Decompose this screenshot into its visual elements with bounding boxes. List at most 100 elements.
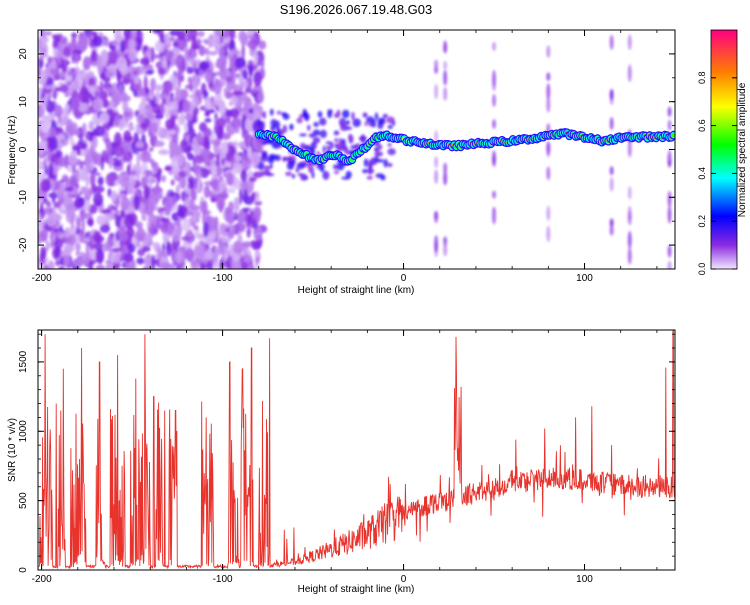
noise-blob — [89, 172, 96, 187]
noise-blob — [178, 39, 186, 49]
transition-blob — [327, 111, 333, 119]
noise-blob — [221, 142, 229, 155]
noise-blob — [181, 236, 191, 241]
noise-blob — [185, 248, 195, 262]
transition-blob — [311, 172, 315, 179]
noise-blob — [235, 73, 241, 79]
stripe-blob — [667, 119, 672, 131]
noise-blob — [110, 190, 118, 202]
noise-blob — [145, 69, 154, 75]
noise-blob — [82, 58, 90, 71]
transition-blob — [374, 112, 379, 121]
noise-blob — [89, 149, 93, 162]
noise-blob — [79, 186, 89, 194]
noise-blob — [78, 100, 88, 113]
colorbar-tick-label: 0.0 — [697, 263, 707, 276]
transition-blob — [363, 158, 369, 168]
noise-blob — [154, 140, 165, 148]
spectrogram-ylabel: Frequency (Hz) — [7, 116, 18, 185]
noise-blob — [116, 56, 127, 72]
noise-blob — [187, 229, 193, 238]
stripe-blob — [627, 186, 632, 200]
noise-blob — [204, 111, 210, 117]
noise-blob — [152, 161, 159, 174]
noise-blob — [136, 240, 140, 248]
noise-blob — [93, 171, 101, 177]
noise-blob — [136, 227, 146, 242]
noise-blob — [230, 212, 236, 218]
noise-blob — [115, 215, 122, 228]
noise-blob — [40, 119, 50, 134]
noise-blob — [216, 56, 227, 68]
y-tick-label: 0 — [18, 567, 29, 573]
noise-blob — [164, 201, 172, 216]
noise-blob — [242, 69, 248, 80]
noise-blob — [187, 152, 195, 161]
noise-blob — [174, 251, 183, 265]
stripe-blob — [546, 83, 551, 100]
noise-blob — [51, 233, 56, 243]
noise-blob — [241, 43, 245, 60]
stripe-blob — [667, 260, 672, 269]
noise-blob — [69, 136, 75, 147]
noise-blob — [63, 209, 67, 214]
noise-blob — [224, 227, 230, 233]
noise-blob — [185, 134, 190, 142]
noise-blob — [225, 91, 233, 100]
stripe-blob — [443, 40, 448, 54]
noise-blob — [191, 35, 197, 51]
noise-blob — [217, 125, 224, 141]
noise-blob — [119, 39, 125, 53]
transition-blob — [345, 170, 352, 179]
noise-blob — [248, 158, 252, 165]
noise-blob — [180, 75, 185, 82]
noise-blob — [199, 262, 206, 269]
noise-blob — [43, 156, 47, 171]
stripe-blob — [667, 106, 672, 118]
noise-blob — [248, 75, 253, 89]
transition-blob — [296, 117, 303, 124]
transition-blob — [333, 170, 340, 175]
noise-blob — [175, 86, 182, 103]
transition-blob — [347, 135, 354, 142]
noise-blob — [212, 139, 220, 147]
transition-blob — [377, 144, 383, 149]
noise-blob — [194, 144, 203, 154]
noise-blob — [228, 39, 235, 51]
noise-blob — [93, 230, 102, 243]
noise-blob — [71, 32, 78, 39]
transition-blob — [333, 130, 340, 136]
stripe-blob — [434, 156, 439, 168]
noise-blob — [64, 186, 74, 192]
noise-blob — [40, 246, 47, 260]
noise-blob — [149, 193, 159, 207]
noise-blob — [105, 87, 116, 93]
stripe-blob — [434, 65, 439, 74]
noise-blob — [136, 67, 140, 77]
noise-blob — [53, 228, 60, 233]
noise-blob — [178, 170, 187, 178]
x-tick-label: 100 — [576, 574, 593, 585]
noise-blob — [128, 47, 138, 63]
colorbar-label: Normalized spectral amplitude — [737, 82, 748, 217]
noise-blob — [182, 218, 191, 232]
noise-blob — [146, 221, 151, 227]
noise-blob — [90, 49, 98, 63]
noise-blob — [171, 248, 176, 264]
transition-blob — [326, 145, 332, 150]
noise-blob — [108, 154, 113, 169]
noise-blob — [212, 80, 223, 95]
noise-blob — [240, 181, 250, 190]
noise-blob — [177, 30, 186, 41]
stripe-blob — [609, 218, 614, 228]
transition-blob — [332, 164, 339, 170]
noise-blob — [210, 178, 218, 190]
stripe-blob — [627, 141, 632, 158]
y-tick-label: -10 — [18, 190, 29, 205]
noise-blob — [225, 76, 233, 83]
stripe-blob — [434, 169, 439, 184]
noise-blob — [144, 103, 153, 118]
noise-blob — [120, 209, 126, 220]
noise-blob — [153, 54, 161, 60]
